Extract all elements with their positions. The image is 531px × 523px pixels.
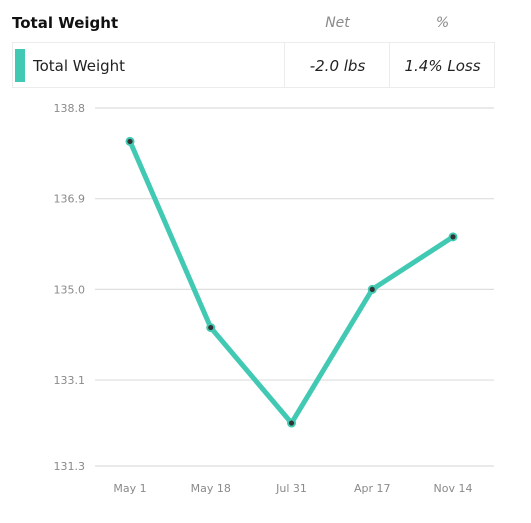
- x-axis-ticks: May 1 May 18 Jul 31 Apr 17 Nov 14: [113, 482, 472, 495]
- cell-divider: [389, 43, 390, 87]
- x-tick-label: May 18: [191, 482, 231, 495]
- y-tick-label: 133.1: [54, 374, 86, 387]
- data-point[interactable]: [288, 420, 295, 426]
- header-net-label: Net: [325, 15, 350, 31]
- header-title: Total Weight: [12, 14, 119, 32]
- x-tick-label: May 1: [113, 482, 146, 495]
- gridlines: [95, 107, 494, 467]
- data-points: [125, 136, 458, 428]
- y-tick-label: 131.3: [54, 460, 86, 473]
- summary-net-value: -2.0 lbs: [309, 57, 366, 75]
- y-tick-label: 138.8: [54, 102, 86, 115]
- data-point[interactable]: [369, 286, 375, 292]
- header-percent-label: %: [435, 15, 450, 31]
- series-line-layer: [127, 138, 456, 426]
- x-tick-label: Jul 31: [275, 482, 307, 495]
- data-point[interactable]: [208, 324, 214, 331]
- summary-percent-value: 1.4% Loss: [404, 57, 481, 75]
- x-tick-label: Apr 17: [354, 482, 391, 495]
- data-point[interactable]: [450, 234, 456, 240]
- y-tick-label: 135.0: [54, 283, 86, 296]
- summary-series-label: Total Weight: [33, 57, 126, 75]
- x-tick-label: Nov 14: [434, 482, 473, 495]
- weight-line-chart: 138.8 136.9 135.0 133.1 131.3 May 1 May 18 Jul…: [54, 102, 494, 495]
- series-line: [127, 138, 456, 426]
- cell-divider: [284, 43, 285, 87]
- y-tick-label: 136.9: [54, 193, 86, 206]
- data-point[interactable]: [127, 138, 133, 145]
- table-header: Total Weight Net %: [0, 0, 531, 38]
- y-axis-ticks: 138.8 136.9 135.0 133.1 131.3: [54, 102, 86, 473]
- series-color-swatch: [15, 49, 25, 82]
- summary-row[interactable]: Total Weight -2.0 lbs 1.4% Loss: [12, 42, 495, 88]
